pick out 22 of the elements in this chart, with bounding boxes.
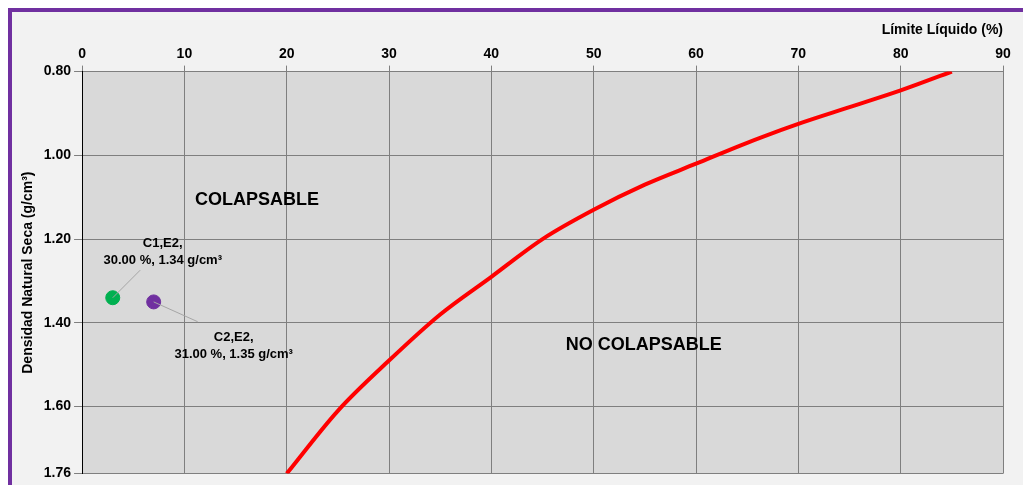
x-tick-label: 10 — [176, 45, 193, 62]
x-axis-title: Límite Líquido (%) — [881, 21, 1003, 38]
annotation: COLAPSABLE — [195, 189, 320, 210]
y-tick-label: 0.80 — [43, 62, 72, 79]
x-tick-label: 50 — [585, 45, 602, 62]
annotation: NO COLAPSABLE — [565, 333, 722, 354]
x-tick-label: 80 — [892, 45, 909, 62]
x-tick-label: 20 — [278, 45, 295, 62]
annotation: C2,E2, 31.00 %, 1.35 g/cm³ — [174, 328, 294, 361]
y-tick-label: 1.76 — [43, 464, 72, 481]
x-tick-label: 90 — [995, 45, 1011, 62]
x-tick-label: 70 — [790, 45, 807, 62]
x-tick-label: 30 — [381, 45, 398, 62]
x-tick-label: 60 — [688, 45, 705, 62]
x-tick-label: 0 — [78, 45, 87, 62]
y-tick-label: 1.40 — [43, 313, 72, 330]
y-axis-title: Densidad Natural Seca (g/cm³) — [19, 171, 36, 374]
x-tick-label: 40 — [483, 45, 500, 62]
y-tick-label: 1.20 — [43, 229, 72, 246]
y-tick-label: 1.60 — [43, 397, 72, 414]
annotation: C1,E2, 30.00 %, 1.34 g/cm³ — [103, 234, 223, 267]
y-tick-label: 1.00 — [43, 146, 72, 163]
